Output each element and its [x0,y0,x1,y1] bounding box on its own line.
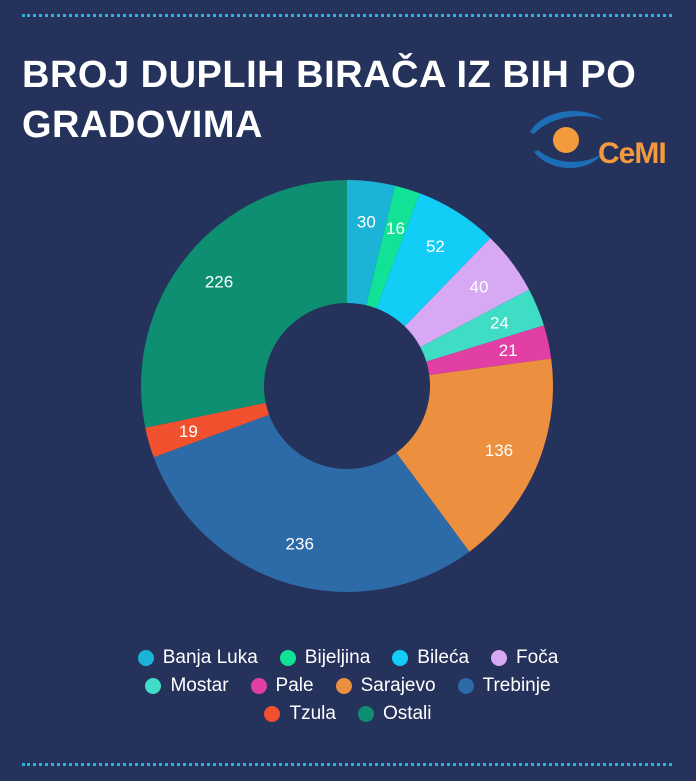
bottom-divider [22,763,672,766]
legend-swatch [335,678,352,694]
cemi-eye-icon [530,110,604,169]
legend-item: Mostar [145,675,229,697]
legend-label: Sarajevo [360,675,436,696]
data-label: 19 [179,422,198,441]
legend-label: Pale [275,675,314,696]
legend-item: Bileća [392,647,469,669]
legend-swatch [264,706,281,722]
data-label: 16 [386,219,405,238]
legend-swatch [250,678,267,694]
data-label: 24 [490,313,509,332]
legend-item: Ostali [357,703,432,725]
donut-slice-ostali [141,180,347,428]
data-label: 21 [499,341,518,360]
legend-swatch [357,706,374,722]
legend-row: Mostar Pale Sarajevo Trebinje [0,672,696,700]
data-label: 52 [426,237,445,256]
legend-row: Tzula Ostali [0,700,696,728]
donut-slice-tzula [145,402,270,458]
legend-swatch [392,650,409,666]
legend-label: Ostali [382,703,432,724]
top-divider [22,14,672,17]
chart-legend: Banja Luka Bijeljina Bileća Foča Mostar Pale S… [0,644,696,728]
donut-slice-trebinje [153,414,470,592]
cemi-logo: CeMI [524,102,684,182]
donut-slice-banja-luka [347,180,396,306]
legend-swatch [137,650,154,666]
donut-slice-pale [426,325,552,375]
legend-item: Foča [491,647,558,669]
legend-swatch [145,678,162,694]
legend-label: Tzula [289,703,336,724]
legend-item: Pale [250,675,314,697]
data-label: 226 [205,272,233,291]
donut-slice-bile-a [376,193,491,327]
donut-slice-fo-a [404,238,530,348]
data-label: 40 [469,277,488,296]
data-label: 30 [357,213,376,232]
legend-swatch [457,678,474,694]
legend-label: Bijeljina [304,647,371,668]
legend-label: Bileća [417,647,470,668]
legend-item: Tzula [264,703,336,725]
legend-item: Trebinje [457,675,551,697]
legend-swatch [491,650,508,666]
legend-label: Mostar [170,675,229,696]
donut-slice-bijeljina [366,185,420,309]
donut-slice-mostar [420,289,544,362]
legend-item: Sarajevo [335,675,436,697]
legend-swatch [279,650,296,666]
data-label: 136 [485,441,513,460]
logo-text: CeMI [598,137,667,170]
donut-slice-sarajevo [396,358,553,552]
legend-label: Banja Luka [162,647,258,668]
chart-title: BROJ DUPLIH BIRAČA IZ BIH PO GRADOVIMA [22,54,637,146]
data-label: 236 [286,535,314,554]
legend-item: Banja Luka [137,647,258,669]
legend-row: Banja Luka Bijeljina Bileća Foča [0,644,696,672]
legend-label: Trebinje [482,675,551,696]
legend-item: Bijeljina [279,647,371,669]
legend-label: Foča [516,647,559,668]
